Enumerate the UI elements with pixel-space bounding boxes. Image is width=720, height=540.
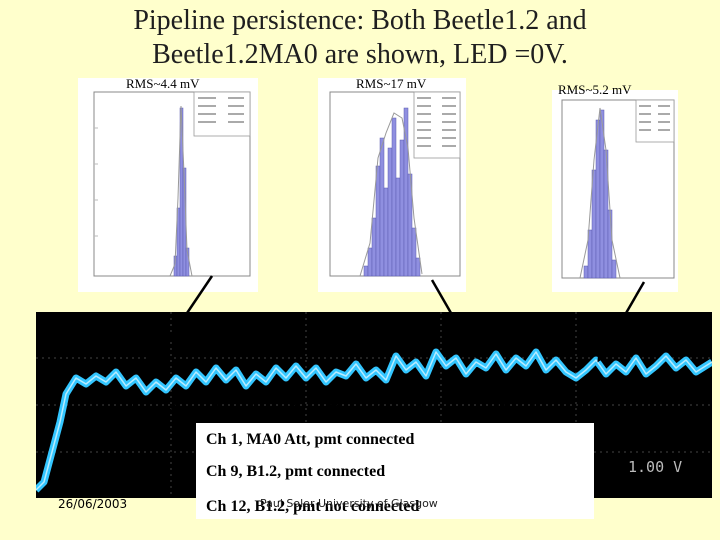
channel-number-0: 0 <box>92 393 103 418</box>
arrow-3 <box>597 281 646 363</box>
histogram-3-rms-label: RMS~5.2 mV <box>558 82 632 97</box>
channel-number-6: 6 <box>329 393 340 418</box>
histogram-plot-3 <box>561 99 675 279</box>
legend-line-2: Ch 9, B1.2, pmt connected <box>206 463 386 480</box>
histogram-plot-1 <box>93 91 251 277</box>
histogram-panel-2: RMS~17 mV <box>318 76 466 292</box>
legend-line-3: Ch 12, B1.2, pmt not connected <box>206 498 420 515</box>
channel-legend-box: Ch 1, MA0 Att, pmt connected Ch 9, B1.2,… <box>196 423 594 519</box>
channel-number-1: 1 <box>128 393 139 418</box>
title-line-2: Beetle1.2MA0 are shown, LED =0V. <box>152 39 568 70</box>
channel-number-10: 10 <box>485 393 507 418</box>
arrow-1 <box>147 275 214 373</box>
slide-title: Pipeline persistence: Both Beetle1.2 and… <box>0 4 720 72</box>
footer-author: Paul Soler University of Glasgow <box>260 497 438 510</box>
channel-number-3: 3 <box>211 393 222 418</box>
legend-line-1: Ch 1, MA0 Att, pmt connected <box>206 431 415 448</box>
channel-number-2: 2 <box>167 393 178 418</box>
title-line-1: Pipeline persistence: Both Beetle1.2 and <box>133 5 587 36</box>
channel-number-11: 11 <box>528 393 550 418</box>
histogram-panel-3: RMS~5.2 mV <box>552 82 678 292</box>
scope-volts-readout: 1.00 V <box>628 458 683 476</box>
arrow-2 <box>430 279 473 351</box>
footer-date: 26/06/2003 <box>58 497 128 511</box>
histogram-panel-1: RMS~4.4 mV <box>78 76 258 292</box>
histogram-2-rms-label: RMS~17 mV <box>356 76 427 91</box>
channel-number-5: 5 <box>288 393 299 418</box>
channel-number-4: 4 <box>249 393 260 418</box>
channel-number-9: 9 <box>451 393 462 418</box>
histogram-plot-2 <box>329 91 461 277</box>
channel-number-12: 12 <box>578 393 600 418</box>
histogram-1-rms-label: RMS~4.4 mV <box>126 76 200 91</box>
channel-number-7: 7 <box>373 393 384 418</box>
channel-number-8: 8 <box>414 393 425 418</box>
